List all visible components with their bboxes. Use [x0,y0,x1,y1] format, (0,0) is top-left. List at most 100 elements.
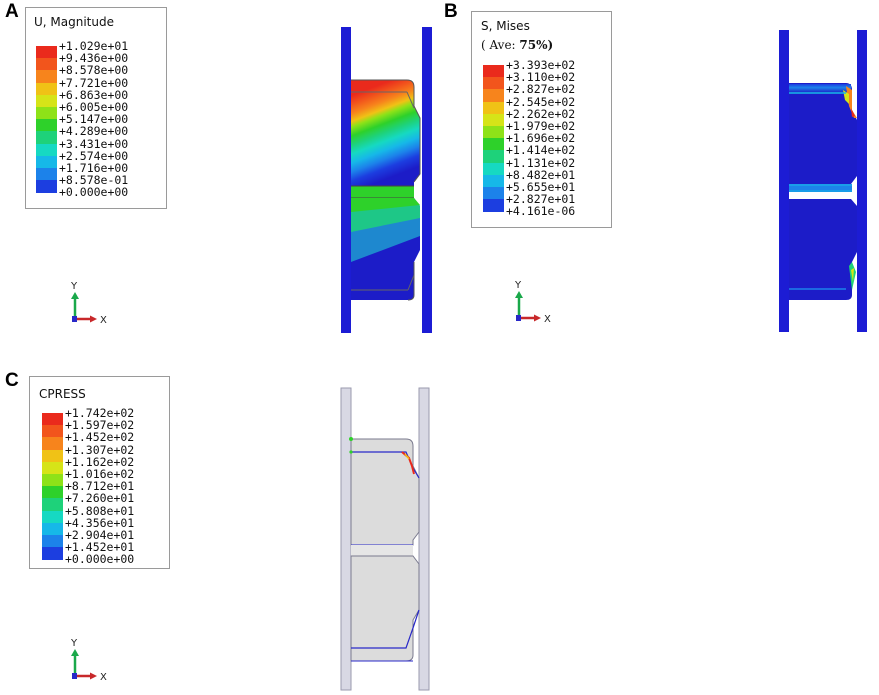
legend-color-swatch [483,162,504,176]
legend-title: CPRESS [39,387,86,401]
axis-triad-icon: Y X [70,638,107,683]
legend-value: +6.005e+00 [59,100,129,114]
legend-cpress: CPRESS +1.742e+02 +1.597e+02 +1.452e+02 +1.… [29,376,170,569]
legend-color-swatch [42,413,63,426]
axis-triad-icon: Y X [514,280,551,325]
legend-value: +7.721e+00 [59,75,129,90]
legend-averaging-note: ( Ave: 75%) [481,38,553,52]
legend-color-swatch [42,547,63,560]
right-plate [422,27,432,333]
legend-color-swatch [483,150,504,164]
legend-value: +5.808e+01 [65,503,135,518]
legend-value: +2.262e+02 [506,106,576,121]
legend-color-swatch [42,498,63,512]
legend-averaging-value: 75%) [519,38,554,52]
legend-color-swatch [36,131,57,145]
legend-color-swatch [483,187,504,200]
upper-block [351,80,420,186]
legend-color-swatch [42,449,63,463]
legend-value: +1.452e+02 [65,430,135,445]
lower-block [789,199,857,300]
triad-y-label: Y [70,638,78,649]
legend-color-swatch [36,70,57,84]
model-b-stress [779,30,867,332]
legend-value: +2.827e+01 [506,192,576,207]
legend-value: +7.260e+01 [65,491,135,506]
legend-color-swatch [36,46,57,59]
legend-color-swatch [42,474,63,487]
legend-s-mises: S, Mises ( Ave: 75%) +3.393e+02 +3.110e+0… [471,11,612,228]
legend-color-scale: +1.742e+02 +1.597e+02 +1.452e+02 +1.307e+02… [42,406,170,568]
left-plate [779,30,789,332]
legend-value: +8.482e+01 [506,167,576,182]
right-plate [857,30,867,332]
legend-color-swatch [36,143,57,157]
legend-value: +6.863e+00 [59,87,129,102]
legend-title: S, Mises [481,19,530,33]
legend-value: +3.393e+02 [506,58,576,72]
legend-value: +2.827e+02 [506,82,576,97]
legend-value: +2.574e+00 [59,148,129,163]
legend-title: U, Magnitude [34,15,114,29]
legend-color-scale: +3.393e+02 +3.110e+02 +2.827e+02 +2.545e+02… [483,58,611,220]
legend-value: +1.452e+01 [65,540,135,555]
legend-color-swatch [483,89,504,103]
legend-color-swatch [42,437,63,451]
legend-color-swatch [36,180,57,193]
gap-layer [351,545,413,556]
legend-averaging-prefix: ( Ave: [481,38,520,52]
legend-value: +1.979e+02 [506,119,576,133]
legend-value: +3.431e+00 [59,136,129,151]
legend-color-swatch [483,138,504,151]
legend-color-swatch [36,119,57,132]
axis-triad-icon: Y X [70,281,107,326]
legend-color-scale: +1.029e+01 +9.436e+00 +8.578e+00 +7.721e+00… [36,39,166,201]
legend-value: +1.716e+00 [59,161,129,175]
legend-color-swatch [42,510,63,524]
legend-value: +0.000e+00 [59,185,129,200]
legend-color-swatch [42,535,63,548]
legend-color-swatch [483,174,504,188]
legend-value: +4.161e-06 [506,204,576,219]
legend-color-swatch [483,126,504,139]
panel-letter-a: A [5,1,19,22]
right-plate [418,387,430,691]
legend-color-swatch [36,94,57,108]
legend-color-swatch [483,77,504,90]
legend-value: +1.307e+02 [65,442,135,457]
legend-color-swatch [483,199,504,212]
legend-value: +1.742e+02 [65,406,135,420]
legend-value: +8.578e+00 [59,63,129,78]
legend-value: +2.545e+02 [506,94,576,109]
triad-x-label: X [544,314,551,325]
legend-value: +3.110e+02 [506,70,576,85]
left-plate [341,27,351,333]
lower-block [350,555,420,662]
legend-color-swatch [36,58,57,71]
legend-value: +5.655e+01 [506,180,576,194]
legend-color-swatch [42,522,63,536]
legend-value: +1.029e+01 [59,39,129,53]
legend-value: +1.162e+02 [65,454,135,469]
model-a-displacement [341,27,432,333]
legend-color-swatch [483,65,504,78]
legend-value: +1.696e+02 [506,131,576,146]
gap-layer [351,186,414,198]
legend-value: +1.016e+02 [65,467,135,481]
gap-layer [789,184,852,192]
legend-value: +2.904e+01 [65,528,135,542]
triad-x-label: X [100,672,107,683]
legend-color-swatch [36,82,57,96]
triad-y-label: Y [70,281,78,292]
legend-value: +1.597e+02 [65,418,135,433]
legend-value: +0.000e+00 [65,552,135,567]
legend-color-swatch [42,461,63,475]
panel-letter-b: B [444,1,458,22]
legend-u-magnitude: U, Magnitude +1.029e+01 +9.436e+00 +8.578e… [25,7,167,209]
legend-value: +8.578e-01 [59,173,129,188]
legend-color-swatch [42,486,63,499]
legend-color-swatch [36,107,57,120]
left-plate [340,387,352,691]
upper-block [350,438,420,546]
